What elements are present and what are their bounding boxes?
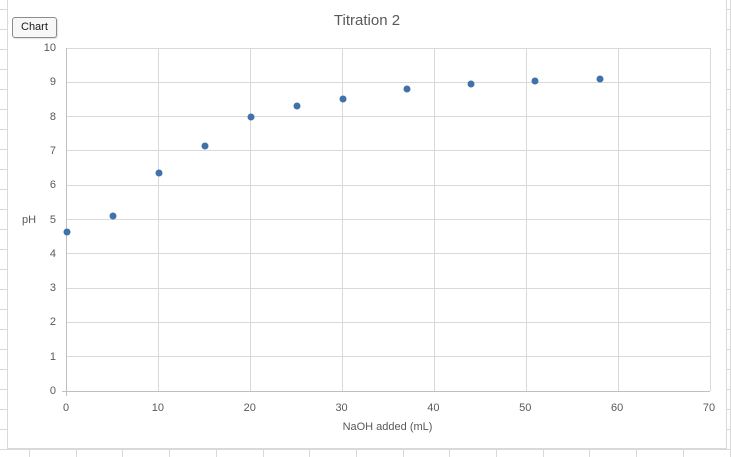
- v-gridline: [709, 48, 711, 391]
- y-axis-title[interactable]: pH: [22, 214, 37, 226]
- h-gridline: [67, 81, 710, 83]
- y-tick-label: 7: [49, 144, 56, 157]
- y-tick-label: 6: [49, 179, 56, 192]
- h-gridline: [67, 356, 710, 358]
- chart-object[interactable]: Titration 2 0 1 2 3 4 5 6 7 8 9 10 0 10 20 30 40 50 60 70…: [7, 0, 727, 449]
- v-gridline: [342, 48, 344, 391]
- h-gridline: [67, 253, 710, 255]
- v-gridline: [158, 48, 160, 391]
- data-point[interactable]: [531, 77, 539, 85]
- y-tick-label: 10: [43, 42, 56, 54]
- x-tick-label: 40: [427, 402, 440, 414]
- data-point[interactable]: [109, 212, 117, 220]
- x-tick-label: 20: [243, 402, 256, 414]
- y-axis-origin-tick: [66, 391, 67, 396]
- data-point[interactable]: [201, 142, 209, 150]
- v-gridline: [617, 48, 619, 391]
- y-tick-label: 2: [49, 316, 56, 329]
- data-point[interactable]: [339, 95, 347, 103]
- data-point[interactable]: [155, 169, 163, 177]
- v-gridline: [250, 48, 252, 391]
- chart-title[interactable]: Titration 2: [333, 12, 401, 29]
- x-tick-label: 0: [62, 402, 70, 414]
- y-tick-label: 1: [49, 350, 56, 363]
- y-tick-label: 9: [49, 76, 56, 89]
- h-gridline: [67, 47, 710, 49]
- x-tick-label: 70: [702, 402, 716, 414]
- h-gridline: [67, 287, 710, 289]
- h-gridline: [67, 184, 710, 186]
- y-tick-label: 3: [49, 282, 56, 295]
- x-axis-origin-tick: [62, 391, 67, 392]
- sheet-row-line: [0, 449, 731, 450]
- data-point[interactable]: [293, 102, 301, 110]
- y-tick-label: 4: [49, 247, 56, 260]
- data-point[interactable]: [247, 113, 255, 121]
- h-gridline: [67, 321, 710, 323]
- chart-button[interactable]: Chart: [12, 17, 57, 38]
- v-gridline: [433, 48, 435, 391]
- plot-area: [62, 47, 711, 396]
- x-tick-label: 30: [335, 402, 348, 414]
- data-point[interactable]: [403, 85, 411, 93]
- x-axis-title[interactable]: NaOH added (mL): [342, 421, 433, 433]
- x-tick-label: 60: [611, 402, 624, 414]
- h-gridline: [67, 150, 710, 152]
- y-tick-label: 5: [49, 213, 56, 226]
- h-gridline: [67, 116, 710, 118]
- x-tick-label: 50: [519, 402, 532, 414]
- data-point[interactable]: [467, 80, 475, 88]
- y-tick-label: 0: [49, 385, 56, 397]
- h-gridline: [67, 219, 710, 220]
- data-point[interactable]: [596, 75, 604, 83]
- y-tick-label: 8: [49, 110, 56, 123]
- data-point[interactable]: [63, 228, 71, 235]
- x-tick-label: 10: [151, 402, 164, 414]
- v-gridline: [525, 48, 527, 391]
